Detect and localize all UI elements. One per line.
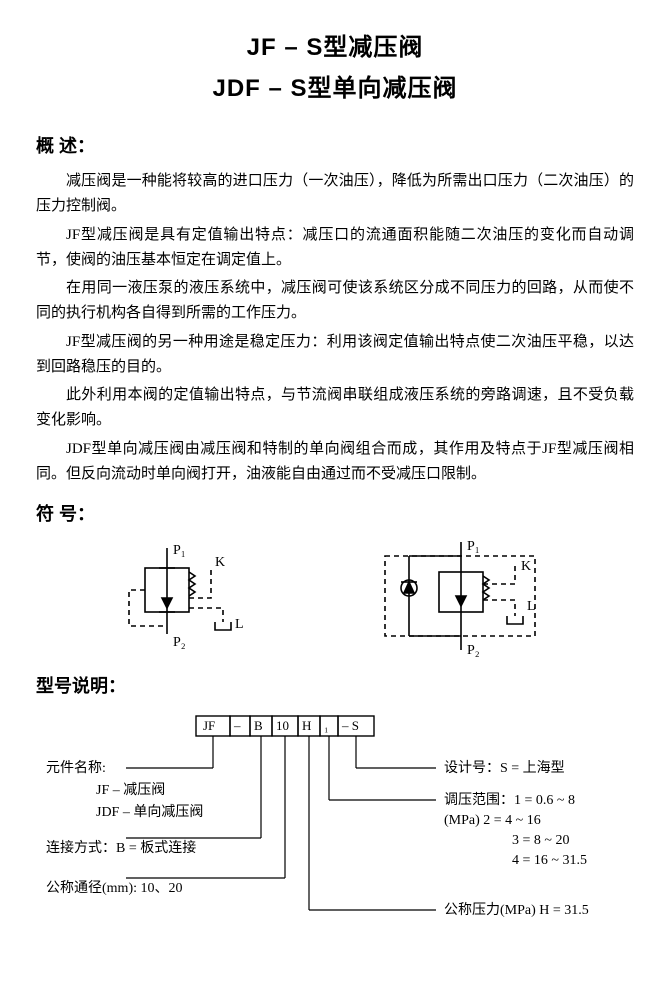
cell: – S <box>341 718 359 733</box>
symbol-diagrams: P₁ P₂ K L <box>36 538 634 658</box>
paragraph: 此外利用本阀的定值输出特点，与节流阀串联组成液压系统的旁路调速，且不受负载变化影… <box>36 383 634 433</box>
paragraph: 在用同一液压泵的液压系统中，减压阀可使该系统区分成不同压力的回路，从而使不同的执… <box>36 276 634 326</box>
label-range-4: 4 = 16 ~ 31.5 <box>512 853 587 868</box>
label-k: K <box>521 559 531 574</box>
paragraph: 减压阀是一种能将较高的进口压力（一次油压），降低为所需出口压力（二次油压）的压力… <box>36 169 634 219</box>
label-connection: 连接方式：B = 板式连接 <box>46 839 196 856</box>
paragraph: JF型减压阀是具有定值输出特点：减压口的流通面积能随二次油压的变化而自动调节，使… <box>36 223 634 273</box>
title-line-1: JF – S型减压阀 <box>36 28 634 69</box>
label-k: K <box>215 555 225 570</box>
document-title: JF – S型减压阀 JDF – S型单向减压阀 <box>36 28 634 110</box>
heading-symbol: 符 号： <box>36 500 634 530</box>
symbol-left: P₁ P₂ K L <box>115 538 265 658</box>
symbol-right: P₁ P₂ K L <box>375 538 555 658</box>
cell: – <box>233 718 241 733</box>
label-l: L <box>527 599 536 614</box>
label-design-no: 设计号：S = 上海型 <box>444 760 565 776</box>
paragraph: JDF型单向减压阀由减压阀和特制的单向阀组合而成，其作用及特点于JF型减压阀相同… <box>36 437 634 487</box>
label-p1: P₁ <box>467 539 480 554</box>
cell: 10 <box>276 718 289 733</box>
heading-overview: 概 述： <box>36 132 634 162</box>
label-nominal-dia: 公称通径(mm): 10、20 <box>46 880 183 896</box>
label-range-head: 调压范围：1 = 0.6 ~ 8 <box>444 791 575 808</box>
model-diagram: JF – B 10 H ₁ – S 元件名称: JF – 减压阀 JDF – 单… <box>36 710 634 930</box>
cell: ₁ <box>324 718 329 733</box>
heading-model: 型号说明： <box>36 672 634 702</box>
label-l: L <box>235 617 244 632</box>
label-component-jdf: JDF – 单向减压阀 <box>96 804 203 820</box>
label-p2: P₂ <box>467 643 480 658</box>
label-range-unit: (MPa) 2 = 4 ~ 16 <box>444 813 541 828</box>
title-line-2: JDF – S型单向减压阀 <box>36 69 634 110</box>
label-component-head: 元件名称: <box>46 760 106 776</box>
label-component-jf: JF – 减压阀 <box>96 782 165 798</box>
cell: JF <box>203 718 215 733</box>
label-p1: P₁ <box>173 543 186 558</box>
label-p2: P₂ <box>173 635 186 650</box>
paragraph: JF型减压阀的另一种用途是稳定压力：利用该阀定值输出特点使二次油压平稳，以达到回… <box>36 330 634 380</box>
cell: H <box>302 718 311 733</box>
cell: B <box>254 718 263 733</box>
label-nominal-pres: 公称压力(MPa) H = 31.5 <box>444 902 589 918</box>
label-range-3: 3 = 8 ~ 20 <box>512 833 569 848</box>
